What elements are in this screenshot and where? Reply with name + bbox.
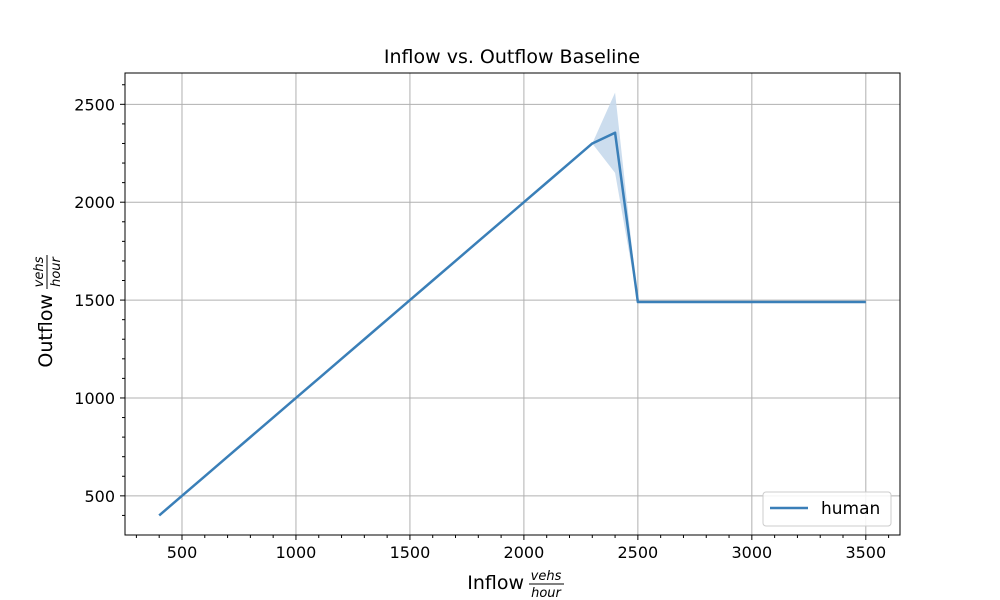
y-tick-label: 500 xyxy=(84,487,115,506)
x-tick-label: 1000 xyxy=(276,543,317,562)
y-axis-unit-numerator: vehs xyxy=(32,256,47,287)
x-axis-label: Inflow vehs hour xyxy=(467,569,564,600)
x-axis-label-text: Inflow xyxy=(467,572,524,594)
y-axis-unit-denominator: hour xyxy=(49,255,64,286)
x-tick-label: 3500 xyxy=(845,543,886,562)
y-tick-label: 1000 xyxy=(74,389,115,408)
x-axis-unit-denominator: hour xyxy=(531,586,562,600)
grid xyxy=(125,73,900,535)
y-axis-label: Outflow vehs hour xyxy=(32,255,64,368)
y-axis-ticks: 500 1000 1500 2000 2500 xyxy=(74,84,125,516)
confidence-band xyxy=(159,92,866,516)
series-line xyxy=(158,131,866,517)
legend: human xyxy=(762,491,892,527)
x-tick-label: 3000 xyxy=(731,543,772,562)
x-axis-unit-numerator: vehs xyxy=(531,569,562,584)
series-lines xyxy=(158,131,866,517)
chart-title: Inflow vs. Outflow Baseline xyxy=(384,46,640,68)
y-tick-label: 2000 xyxy=(74,193,115,212)
y-tick-label: 1500 xyxy=(74,291,115,310)
x-tick-label: 500 xyxy=(167,543,198,562)
plot-frame xyxy=(124,72,901,536)
x-tick-label: 2500 xyxy=(618,543,659,562)
y-axis-label-text: Outflow xyxy=(35,294,57,368)
x-axis-ticks: 500 1000 1500 2000 2500 3000 3500 xyxy=(135,535,890,562)
series-band xyxy=(159,92,866,516)
x-tick-label: 1500 xyxy=(390,543,431,562)
x-tick-label: 2000 xyxy=(504,543,545,562)
legend-label: human xyxy=(821,499,880,519)
y-tick-label: 2500 xyxy=(74,95,115,114)
legend-box xyxy=(762,491,892,527)
